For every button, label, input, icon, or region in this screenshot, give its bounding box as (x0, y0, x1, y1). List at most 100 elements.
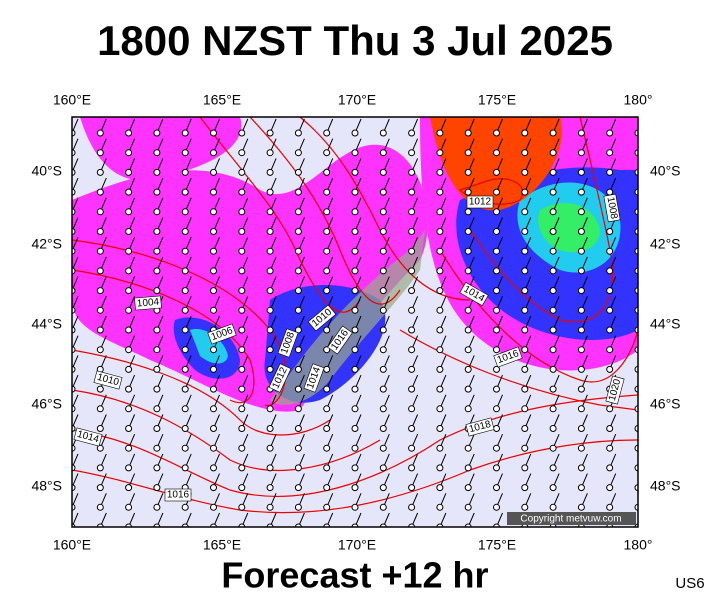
station-dot (210, 484, 217, 492)
station-dot (125, 346, 133, 354)
station-dot (464, 503, 472, 511)
station-dot (96, 149, 104, 157)
station-dot (577, 444, 585, 452)
wind-barb (637, 249, 638, 252)
station-dot (96, 208, 104, 216)
station-dot (493, 444, 500, 452)
isobar-label: 1018 (465, 417, 495, 437)
station-dot (549, 326, 557, 334)
station-dot (549, 346, 557, 354)
station-dot (96, 425, 104, 432)
station-dot (549, 208, 557, 216)
station-dot (181, 188, 189, 196)
station-dot (408, 503, 416, 511)
station-dot (294, 326, 302, 334)
station-dot (493, 267, 500, 275)
station-dot (294, 208, 302, 216)
station-dot (210, 247, 217, 255)
station-dot (323, 405, 331, 413)
wind-barb (637, 210, 638, 212)
station-dot (408, 168, 416, 176)
station-dot (577, 503, 585, 511)
station-dot (493, 405, 500, 413)
isobar-label-box (459, 281, 489, 307)
station-dot (125, 365, 133, 373)
station-dot (577, 188, 585, 196)
station-grid (72, 118, 638, 527)
lon-label: 160°E (53, 92, 91, 108)
station-dot (606, 425, 614, 432)
station-dot (181, 444, 189, 452)
station-dot (493, 247, 500, 255)
station-dot (294, 228, 302, 235)
station-dot (153, 326, 161, 334)
station-dot (210, 346, 217, 354)
station-dot (436, 208, 444, 216)
station-dot (408, 247, 416, 255)
station-dot (351, 365, 359, 373)
station-dot (153, 247, 161, 255)
station-dot (351, 267, 359, 275)
station-dot (521, 385, 529, 393)
station-dot (238, 168, 246, 176)
station-dot (379, 267, 387, 275)
station-dot (549, 267, 557, 275)
station-dot (351, 208, 359, 216)
station-dot (210, 464, 217, 472)
station-dot (238, 208, 246, 216)
station-dot (266, 208, 274, 216)
wind-barb (637, 328, 638, 330)
isobar-label: 1010 (93, 370, 123, 390)
station-dot (125, 149, 133, 157)
station-dot (125, 208, 133, 216)
station-dot (464, 405, 472, 413)
station-dot (549, 444, 557, 452)
isobar-label: 1008 (603, 193, 621, 223)
station-dot (294, 405, 302, 413)
station-dot (96, 484, 104, 492)
station-dot (493, 464, 500, 472)
station-dot (266, 464, 274, 472)
station-dot (606, 444, 614, 452)
station-dot (408, 484, 416, 492)
station-dot (125, 484, 133, 492)
isobar-label: 1014 (73, 427, 103, 447)
station-dot (408, 188, 416, 196)
station-dot (125, 287, 133, 295)
station-dot (379, 306, 387, 314)
station-dot (323, 228, 331, 235)
station-dot (577, 208, 585, 216)
station-dot (294, 464, 302, 472)
station-dot (577, 464, 585, 472)
wind-barb (637, 446, 638, 449)
station-dot (436, 425, 444, 432)
wind-barb (637, 348, 638, 350)
station-dot (379, 464, 387, 472)
station-dot (464, 129, 472, 137)
station-dot (153, 385, 161, 393)
station-dot (96, 464, 104, 472)
station-dot (493, 484, 500, 492)
station-dot (266, 149, 274, 157)
station-dot (323, 365, 331, 373)
station-dot (181, 228, 189, 235)
lon-label: 180° (624, 537, 653, 553)
station-dot (606, 346, 614, 354)
station-dot (153, 267, 161, 275)
station-dot (549, 287, 557, 295)
station-dot (493, 425, 500, 432)
isobar-label-box (277, 328, 299, 358)
station-dot (493, 385, 500, 393)
station-dot (294, 346, 302, 354)
station-dot (238, 444, 246, 452)
lon-label: 160°E (53, 537, 91, 553)
station-dot (238, 385, 246, 393)
station-dot (436, 405, 444, 413)
isobar-label-box (268, 363, 292, 393)
isobar-label-box (603, 193, 621, 223)
station-dot (606, 149, 614, 157)
station-dot (379, 484, 387, 492)
station-dot (210, 188, 217, 196)
station-dot (379, 287, 387, 295)
